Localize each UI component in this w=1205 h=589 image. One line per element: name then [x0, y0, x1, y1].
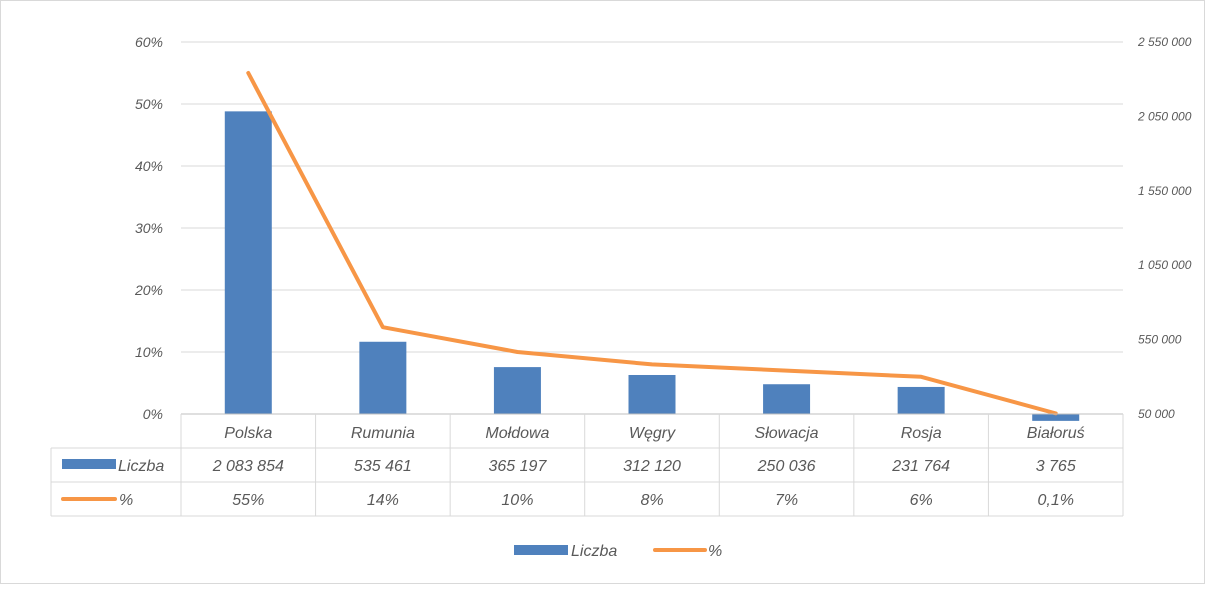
- bar: [898, 387, 945, 414]
- y-left-tick-label: 0%: [143, 406, 163, 422]
- category-label: Białoruś: [1027, 425, 1085, 442]
- data-label: 0,1%: [1037, 492, 1073, 509]
- category-label: Słowacja: [755, 425, 819, 442]
- data-label: 7%: [775, 492, 798, 509]
- data-label: 3 765: [1036, 458, 1076, 475]
- y-right-tick-label: 2 050 000: [1137, 109, 1192, 123]
- legend-label: %: [708, 543, 722, 560]
- category-label: Mołdowa: [485, 425, 549, 442]
- table-row-header: %: [119, 492, 133, 509]
- data-label: 6%: [910, 492, 933, 509]
- bar: [225, 111, 272, 414]
- data-label: 231 764: [891, 458, 950, 475]
- table-row-header: Liczba: [118, 458, 164, 475]
- category-label: Rosja: [901, 425, 942, 442]
- y-right-tick-label: 1 550 000: [1138, 184, 1192, 198]
- y-right-tick-label: 1 050 000: [1138, 258, 1192, 272]
- data-label: 250 036: [757, 458, 816, 475]
- y-left-tick-label: 50%: [135, 96, 163, 112]
- bar: [763, 384, 810, 414]
- bar: [359, 342, 406, 414]
- y-right-tick-label: 50 000: [1138, 407, 1175, 421]
- data-label: 2 083 854: [212, 458, 284, 475]
- table-key-bar: [62, 459, 116, 469]
- data-label: 55%: [232, 492, 264, 509]
- data-label: 312 120: [623, 458, 681, 475]
- category-label: Węgry: [629, 425, 676, 442]
- data-label: 8%: [640, 492, 663, 509]
- y-left-tick-label: 20%: [134, 282, 163, 298]
- y-right-tick-label: 550 000: [1138, 333, 1182, 347]
- data-label: 535 461: [354, 458, 412, 475]
- y-left-tick-label: 60%: [135, 34, 163, 50]
- bar: [629, 375, 676, 414]
- data-label: 10%: [501, 492, 533, 509]
- y-left-tick-label: 40%: [135, 158, 163, 174]
- legend-swatch-bar: [514, 545, 568, 555]
- legend-label: Liczba: [571, 543, 617, 560]
- y-left-tick-label: 10%: [135, 344, 163, 360]
- y-right-tick-label: 2 550 000: [1137, 35, 1192, 49]
- data-label: 365 197: [489, 458, 548, 475]
- y-left-tick-label: 30%: [135, 220, 163, 236]
- category-label: Rumunia: [351, 425, 415, 442]
- bar: [494, 367, 541, 414]
- category-label: Polska: [224, 425, 272, 442]
- data-label: 14%: [367, 492, 399, 509]
